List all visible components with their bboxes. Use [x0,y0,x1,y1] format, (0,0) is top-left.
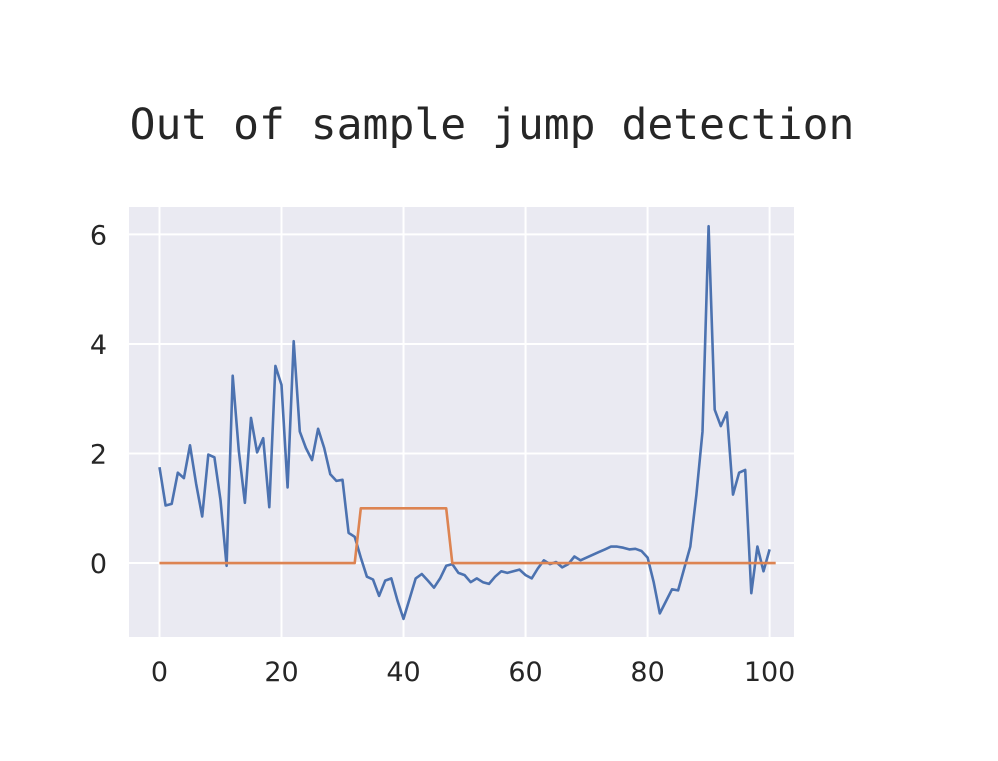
x-tick-label: 40 [386,657,420,688]
chart-title: Out of sample jump detection [129,100,855,150]
x-tick-label: 100 [744,657,796,688]
series-layer [158,224,776,621]
plot-area [129,207,794,637]
x-tick-label: 60 [508,657,542,688]
y-tick-label: 2 [90,439,107,470]
y-axis-ticks: 0 2 4 6 [90,220,107,580]
y-tick-label: 0 [90,549,107,580]
x-tick-label: 0 [151,657,168,688]
x-tick-label: 80 [630,657,664,688]
x-axis-ticks: 0 20 40 60 80 100 [151,657,795,688]
x-tick-label: 20 [264,657,298,688]
y-tick-label: 4 [90,330,107,361]
series-line-2 [159,506,776,565]
y-tick-label: 6 [90,220,107,251]
series-line-1 [158,224,771,621]
